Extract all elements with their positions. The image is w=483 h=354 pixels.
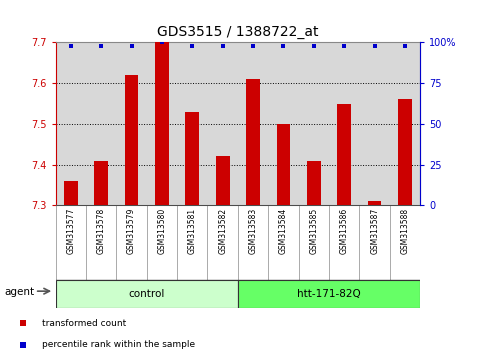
Text: GSM313584: GSM313584 [279,207,288,254]
Text: GSM313581: GSM313581 [188,207,197,254]
Bar [125,75,138,205]
Text: GSM313587: GSM313587 [370,207,379,254]
Point [310,43,318,48]
Text: GSM313585: GSM313585 [309,207,318,254]
Text: GSM313579: GSM313579 [127,207,136,254]
Text: GSM313578: GSM313578 [97,207,106,254]
Point [401,43,409,48]
Bar [64,181,78,205]
Point [128,43,135,48]
Bar [94,161,108,205]
Bar [185,112,199,205]
Bar [338,104,351,205]
Point [280,43,287,48]
Text: GSM313577: GSM313577 [66,207,75,254]
Bar [368,201,382,205]
Point [371,43,379,48]
Text: GSM313586: GSM313586 [340,207,349,254]
Point [360,245,368,251]
Text: GSM313580: GSM313580 [157,207,167,254]
Point [360,52,368,58]
Text: GSM313583: GSM313583 [249,207,257,254]
Point [249,43,257,48]
Text: control: control [128,289,165,299]
Bar [398,99,412,205]
Text: GSM313588: GSM313588 [400,207,410,254]
Text: GSM313582: GSM313582 [218,207,227,254]
Point [67,43,74,48]
Bar [277,124,290,205]
Bar [155,42,169,205]
Bar [246,79,260,205]
Point [97,43,105,48]
Bar [216,156,229,205]
Bar [56,280,238,308]
Point [188,43,196,48]
Bar [307,161,321,205]
Text: htt-171-82Q: htt-171-82Q [297,289,361,299]
Point [158,40,166,45]
Text: agent: agent [5,287,35,297]
Bar [238,280,420,308]
Text: percentile rank within the sample: percentile rank within the sample [42,340,195,349]
Point [219,43,227,48]
Point [341,43,348,48]
Title: GDS3515 / 1388722_at: GDS3515 / 1388722_at [157,25,319,39]
Text: transformed count: transformed count [42,319,126,328]
